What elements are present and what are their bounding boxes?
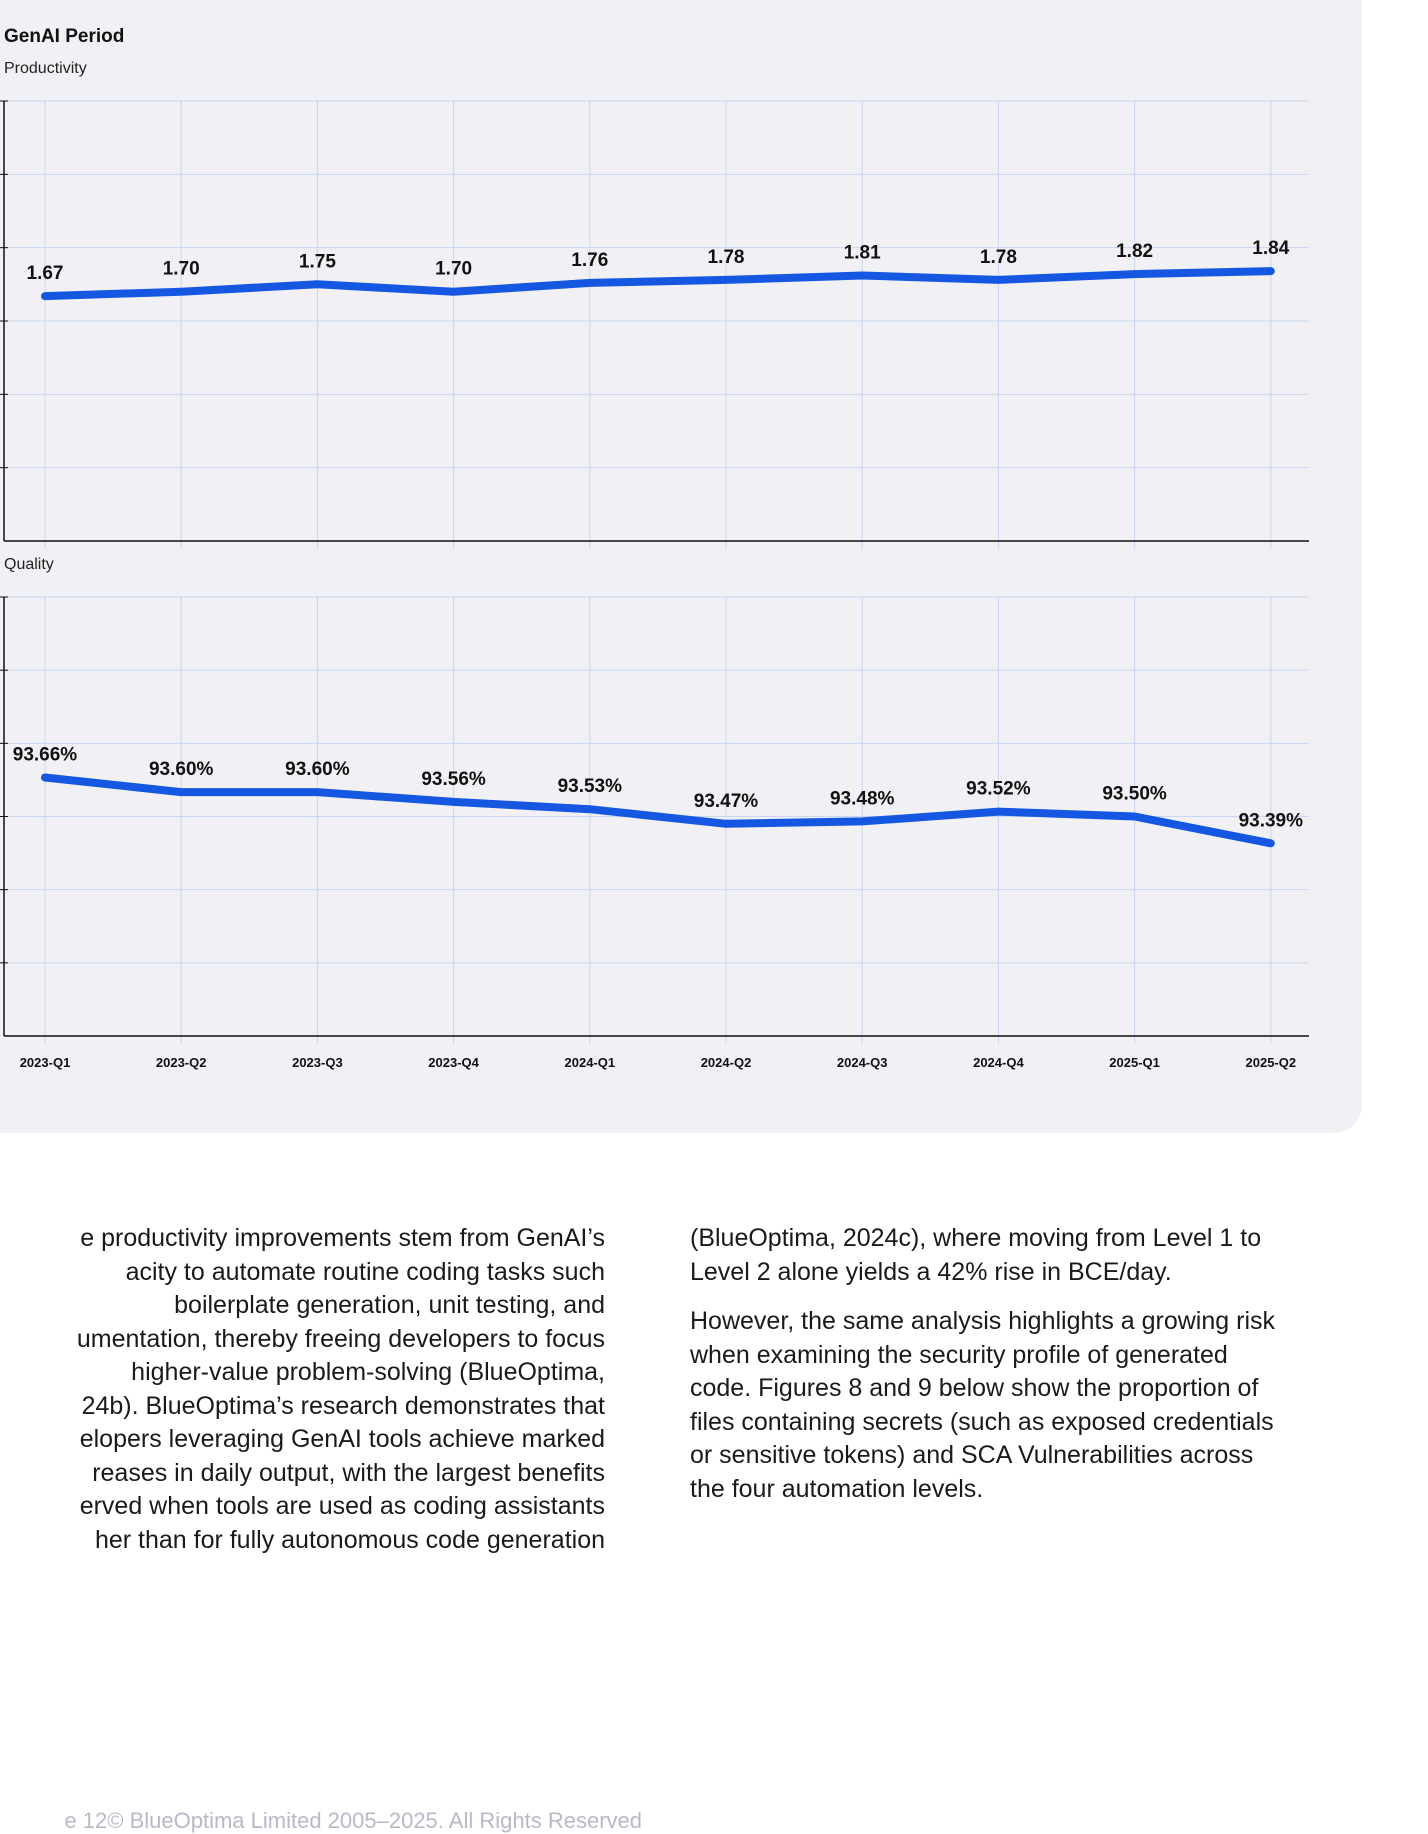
quality-data-label: 93.56%: [421, 769, 486, 790]
x-tick-label: 2024-Q4: [973, 1055, 1024, 1070]
right-p2-line: when examining the security profile of g…: [690, 1340, 1228, 1369]
productivity-point: [314, 281, 321, 288]
quality-point: [42, 774, 48, 781]
left-line: erved when tools are used as coding assi…: [79, 1492, 605, 1520]
productivity-data-label: 1.70: [163, 259, 200, 280]
productivity-data-label: 1.76: [571, 250, 608, 271]
quality-data-label: 93.60%: [285, 759, 350, 780]
quality-point: [450, 798, 457, 805]
right-p2-line: code. Figures 8 and 9 below show the pro…: [690, 1374, 1259, 1402]
right-p2-line: the four automation levels.: [690, 1474, 984, 1503]
right-p1-line: Level 2 alone yields a 42% rise in BCE/d…: [690, 1257, 1172, 1286]
left-paragraph: e productivity improvements stem from Ge…: [0, 1222, 605, 1557]
quality-label: Quality: [4, 556, 54, 573]
quality-data-label: 93.60%: [149, 759, 214, 780]
x-tick-label: 2024-Q3: [837, 1055, 888, 1070]
quality-data-label: 93.52%: [966, 779, 1031, 800]
quality-point: [178, 789, 185, 796]
productivity-point: [995, 276, 1002, 283]
left-line: 24b). BlueOptima’s research demonstrates…: [81, 1391, 605, 1420]
left-line: umentation, thereby freeing developers t…: [76, 1324, 605, 1353]
x-tick-label: 2024-Q1: [565, 1055, 616, 1070]
quality-point: [995, 808, 1002, 815]
right-paragraph-2: However, the same analysis highlights a …: [690, 1305, 1360, 1506]
productivity-point: [450, 288, 457, 295]
quality-point: [723, 820, 729, 827]
quality-point: [314, 789, 321, 796]
productivity-data-label: 1.78: [708, 247, 745, 268]
quality-series-line: [41, 773, 1275, 848]
right-p2-line: However, the same analysis highlights a …: [690, 1307, 1275, 1335]
productivity-point: [723, 276, 729, 283]
right-text-column: (BlueOptima, 2024c), where moving from L…: [690, 1222, 1360, 1522]
productivity-label: Productivity: [4, 60, 87, 77]
quality-data-label: 93.47%: [694, 791, 759, 812]
left-line: higher-value problem-solving (BlueOptima…: [131, 1358, 605, 1386]
productivity-data-label: 1.84: [1252, 238, 1289, 259]
quality-data-label: 93.50%: [1102, 784, 1167, 805]
left-line: reases in daily output, with the largest…: [92, 1458, 605, 1487]
productivity-point: [42, 293, 48, 300]
line-charts: 1.67 1.70 1.75 1.70 1.76 1.78 1.81 1.78 1.82 1.84…: [0, 100, 1309, 1070]
x-tick-label: 2023-Q4: [428, 1055, 479, 1070]
productivity-series-line: [41, 267, 1275, 301]
left-line: acity to automate routine coding tasks s…: [125, 1257, 605, 1286]
left-text-column: e productivity improvements stem from Ge…: [0, 1222, 605, 1573]
x-tick-label: 2023-Q3: [292, 1055, 343, 1070]
productivity-point: [1267, 268, 1274, 275]
productivity-data-label: 1.82: [1116, 241, 1153, 262]
copyright-text: © BlueOptima Limited 2005–2025. All Righ…: [107, 1808, 642, 1833]
right-p2-line: files containing secrets (such as expose…: [690, 1407, 1274, 1436]
chart-title: GenAI Period: [4, 26, 125, 47]
quality-data-label: 93.66%: [13, 744, 78, 765]
productivity-point: [1131, 271, 1138, 278]
x-tick-label: 2023-Q2: [156, 1055, 207, 1070]
left-line: elopers leveraging GenAI tools achieve m…: [79, 1425, 605, 1453]
right-p1-line: (BlueOptima, 2024c), where moving from L…: [690, 1224, 1262, 1252]
productivity-point: [178, 288, 185, 295]
productivity-data-label: 1.81: [844, 243, 881, 264]
page-footer: e 12© BlueOptima Limited 2005–2025. All …: [64, 1808, 642, 1834]
quality-point: [1267, 840, 1274, 847]
productivity-data-label: 1.78: [980, 247, 1017, 268]
quality-point: [1131, 813, 1138, 820]
page-number: e 12: [64, 1808, 108, 1833]
x-tick-label: 2025-Q1: [1109, 1055, 1160, 1070]
left-line: boilerplate generation, unit testing, an…: [174, 1291, 605, 1319]
quality-data-label: 93.39%: [1239, 810, 1304, 831]
quality-point: [859, 818, 866, 825]
right-p2-line: or sensitive tokens) and SCA Vulnerabili…: [690, 1441, 1254, 1469]
productivity-point: [859, 272, 866, 279]
left-line: her than for fully autonomous code gener…: [94, 1525, 605, 1554]
right-paragraph-1: (BlueOptima, 2024c), where moving from L…: [690, 1222, 1360, 1289]
quality-point: [586, 806, 593, 813]
x-tick-label: 2024-Q2: [701, 1055, 752, 1070]
left-line: e productivity improvements stem from Ge…: [80, 1224, 605, 1252]
productivity-point: [586, 279, 593, 286]
quality-data-label: 93.48%: [830, 788, 895, 809]
x-tick-label: 2025-Q2: [1246, 1055, 1297, 1070]
productivity-data-label: 1.70: [435, 259, 472, 280]
productivity-data-label: 1.67: [27, 263, 64, 284]
quality-data-label: 93.53%: [558, 776, 623, 797]
productivity-data-label: 1.75: [299, 251, 336, 272]
x-tick-label: 2023-Q1: [20, 1055, 71, 1070]
